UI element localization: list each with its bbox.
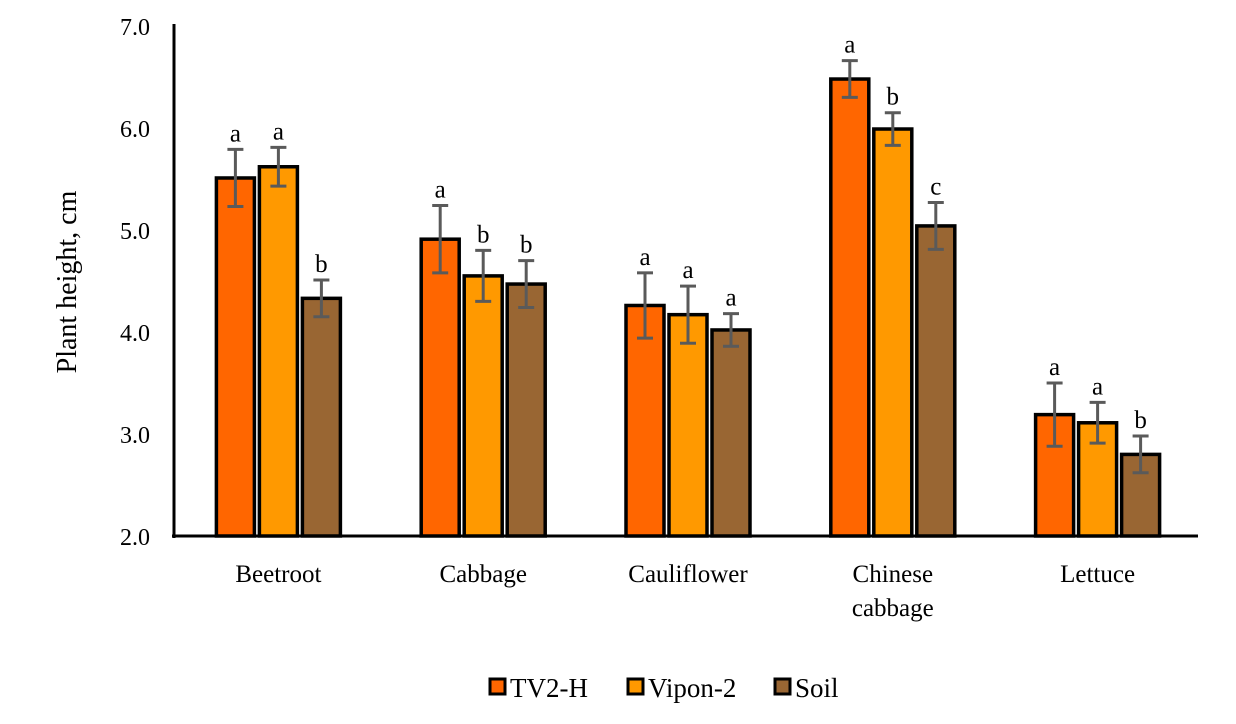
bar-tv2-h-1 bbox=[419, 237, 461, 538]
bar-soil-1 bbox=[505, 282, 547, 538]
x-tick-label: Chinese bbox=[853, 561, 934, 588]
significance-letter: a bbox=[230, 120, 241, 147]
significance-letter: b bbox=[315, 251, 328, 278]
x-tick-label: Lettuce bbox=[1060, 561, 1135, 588]
significance-letter: b bbox=[520, 232, 533, 259]
significance-letter: a bbox=[1049, 354, 1060, 381]
y-tick-label: 2.0 bbox=[120, 525, 150, 551]
x-tick-label: cabbage bbox=[852, 595, 934, 622]
x-tick-label: Cauliflower bbox=[628, 561, 748, 588]
legend-swatch-tv2-h bbox=[488, 677, 507, 696]
bar-soil-2 bbox=[710, 328, 752, 538]
significance-letter: a bbox=[435, 177, 446, 204]
y-tick-label: 4.0 bbox=[120, 321, 150, 347]
x-axis-labels: Beetroot Cabbage Cauliflower Chinese cabbage… bbox=[235, 561, 1135, 622]
bar-soil-0 bbox=[300, 296, 343, 538]
significance-letter: c bbox=[930, 173, 941, 200]
x-tick-label: Cabbage bbox=[439, 561, 526, 588]
significance-letter: a bbox=[725, 285, 736, 312]
bar-soil-3 bbox=[915, 224, 957, 538]
legend-label: Soil bbox=[795, 673, 839, 703]
significance-letter: b bbox=[477, 221, 490, 248]
y-axis-label: Plant height, cm bbox=[52, 190, 83, 373]
bar-tv2-h-0 bbox=[214, 176, 257, 538]
significance-letter: a bbox=[844, 32, 855, 59]
legend-label: Vipon-2 bbox=[648, 673, 736, 703]
legend-swatch-soil bbox=[773, 677, 792, 696]
significance-letter: a bbox=[1092, 373, 1103, 400]
significance-letter: a bbox=[682, 257, 693, 284]
legend-swatch-vipon-2 bbox=[626, 677, 645, 696]
axes bbox=[172, 24, 1198, 538]
x-tick-label: Beetroot bbox=[235, 561, 321, 588]
legend: TV2-H Vipon-2 Soil bbox=[488, 673, 839, 703]
significance-letter: a bbox=[639, 244, 650, 271]
y-tick-label: 6.0 bbox=[120, 117, 150, 143]
y-tick-label: 7.0 bbox=[120, 15, 150, 41]
legend-label: TV2-H bbox=[510, 673, 588, 703]
y-axis-ticks: 2.0 3.0 4.0 5.0 6.0 7.0 bbox=[120, 15, 150, 551]
bar-tv2-h-3 bbox=[829, 77, 871, 538]
bar-vipon-2-0 bbox=[257, 165, 300, 538]
bar-vipon-2-3 bbox=[872, 127, 914, 538]
bar-tv2-h-2 bbox=[624, 303, 666, 538]
bars: a a b a b b a a a a b c a a b bbox=[214, 32, 1162, 538]
bar-vipon-2-1 bbox=[462, 274, 504, 538]
significance-letter: b bbox=[1134, 407, 1147, 434]
significance-letter: a bbox=[273, 118, 284, 145]
y-tick-label: 3.0 bbox=[120, 423, 150, 449]
y-tick-label: 5.0 bbox=[120, 219, 150, 245]
significance-letter: b bbox=[887, 84, 900, 111]
bar-vipon-2-2 bbox=[667, 312, 709, 538]
